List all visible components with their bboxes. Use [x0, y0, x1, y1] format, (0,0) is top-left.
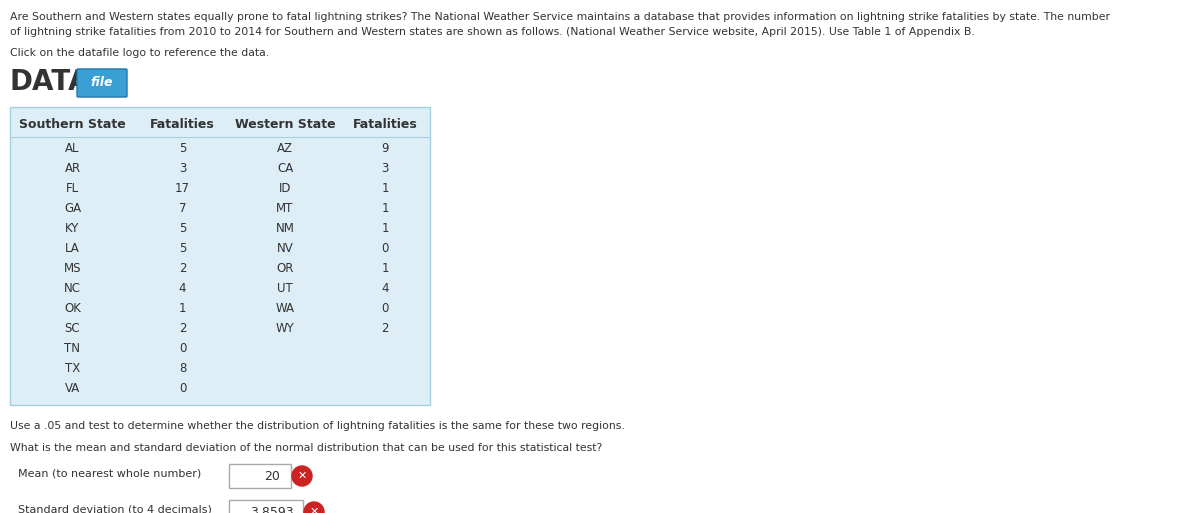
- Text: file: file: [91, 76, 113, 89]
- Text: 3: 3: [382, 163, 389, 175]
- Text: CA: CA: [277, 163, 293, 175]
- Text: 1: 1: [382, 263, 389, 275]
- Text: Click on the datafile logo to reference the data.: Click on the datafile logo to reference …: [10, 48, 269, 58]
- Text: Southern State: Southern State: [19, 119, 126, 131]
- FancyBboxPatch shape: [77, 69, 127, 97]
- Text: WA: WA: [276, 303, 294, 315]
- Circle shape: [304, 502, 324, 513]
- Text: 0: 0: [382, 243, 389, 255]
- FancyBboxPatch shape: [229, 500, 302, 513]
- Text: GA: GA: [64, 203, 82, 215]
- Text: Are Southern and Western states equally prone to fatal lightning strikes? The Na: Are Southern and Western states equally …: [10, 12, 1110, 22]
- Text: 2: 2: [179, 263, 186, 275]
- Text: Fatalities: Fatalities: [353, 119, 418, 131]
- Text: MT: MT: [276, 203, 294, 215]
- Text: 9: 9: [382, 143, 389, 155]
- Text: KY: KY: [65, 223, 79, 235]
- Text: 4: 4: [382, 283, 389, 295]
- Text: SC: SC: [65, 323, 80, 336]
- Text: 5: 5: [179, 143, 186, 155]
- Text: Mean (to nearest whole number): Mean (to nearest whole number): [18, 468, 202, 478]
- Text: ID: ID: [278, 183, 292, 195]
- Text: 0: 0: [179, 383, 186, 396]
- Text: 0: 0: [382, 303, 389, 315]
- Text: NV: NV: [277, 243, 293, 255]
- Text: Use a .05 and test to determine whether the distribution of lightning fatalities: Use a .05 and test to determine whether …: [10, 421, 625, 431]
- Text: 1: 1: [382, 203, 389, 215]
- Text: Fatalities: Fatalities: [150, 119, 215, 131]
- Circle shape: [292, 466, 312, 486]
- Text: DATA: DATA: [10, 68, 91, 96]
- FancyBboxPatch shape: [229, 464, 292, 488]
- Text: AZ: AZ: [277, 143, 293, 155]
- Text: NM: NM: [276, 223, 294, 235]
- Text: of lightning strike fatalities from 2010 to 2014 for Southern and Western states: of lightning strike fatalities from 2010…: [10, 27, 974, 37]
- Text: 1: 1: [179, 303, 186, 315]
- FancyBboxPatch shape: [10, 107, 430, 405]
- Text: OK: OK: [64, 303, 80, 315]
- Text: 1: 1: [382, 223, 389, 235]
- Text: 5: 5: [179, 223, 186, 235]
- Text: 17: 17: [175, 183, 190, 195]
- Text: 8: 8: [179, 363, 186, 376]
- Text: 7: 7: [179, 203, 186, 215]
- Text: FL: FL: [66, 183, 79, 195]
- Text: Standard deviation (to 4 decimals): Standard deviation (to 4 decimals): [18, 504, 212, 513]
- Text: 20: 20: [264, 469, 280, 483]
- Text: UT: UT: [277, 283, 293, 295]
- Text: TN: TN: [65, 343, 80, 356]
- Text: VA: VA: [65, 383, 80, 396]
- Text: 4: 4: [179, 283, 186, 295]
- Text: 5: 5: [179, 243, 186, 255]
- Text: NC: NC: [64, 283, 82, 295]
- Text: AL: AL: [65, 143, 79, 155]
- Text: 2: 2: [382, 323, 389, 336]
- Text: LA: LA: [65, 243, 80, 255]
- Text: 0: 0: [179, 343, 186, 356]
- Text: 1: 1: [382, 183, 389, 195]
- Text: WY: WY: [276, 323, 294, 336]
- Text: What is the mean and standard deviation of the normal distribution that can be u: What is the mean and standard deviation …: [10, 443, 602, 453]
- Text: Western State: Western State: [235, 119, 335, 131]
- Text: MS: MS: [64, 263, 82, 275]
- Text: ✕: ✕: [310, 507, 319, 513]
- Text: OR: OR: [276, 263, 294, 275]
- Text: 2: 2: [179, 323, 186, 336]
- Text: TX: TX: [65, 363, 80, 376]
- Text: ✕: ✕: [298, 471, 307, 481]
- Text: AR: AR: [65, 163, 80, 175]
- Text: 3: 3: [179, 163, 186, 175]
- Text: 3.8593: 3.8593: [251, 505, 294, 513]
